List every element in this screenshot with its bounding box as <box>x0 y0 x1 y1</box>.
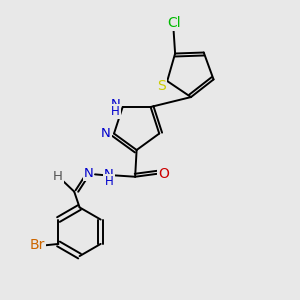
Text: O: O <box>158 167 169 181</box>
Text: N: N <box>104 168 114 181</box>
Text: N: N <box>110 98 120 110</box>
Text: Br: Br <box>29 238 45 252</box>
Text: H: H <box>111 105 120 118</box>
Text: N: N <box>101 127 111 140</box>
Text: H: H <box>53 170 63 183</box>
Text: S: S <box>158 80 166 93</box>
Text: H: H <box>105 175 113 188</box>
Text: Cl: Cl <box>167 16 180 30</box>
Text: N: N <box>84 167 93 180</box>
